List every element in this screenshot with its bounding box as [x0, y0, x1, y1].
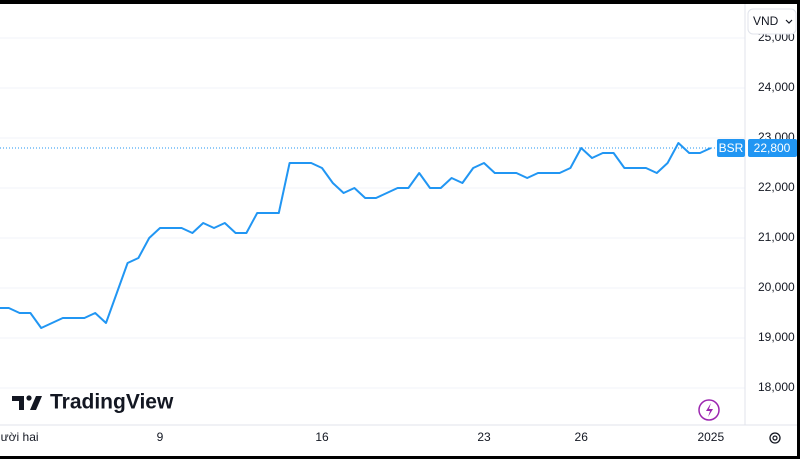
- lightning-icon[interactable]: [698, 399, 720, 421]
- x-tick-label: 16: [315, 430, 329, 444]
- x-tick-label: 26: [575, 430, 589, 444]
- symbol-tag: [717, 139, 745, 157]
- settings-icon[interactable]: [769, 432, 781, 444]
- y-tick-label: 18,000: [758, 380, 795, 394]
- price-label: 22,800: [754, 141, 791, 155]
- plot-area: [0, 37, 745, 389]
- y-tick-label: 24,000: [758, 80, 795, 94]
- y-tick-label: 22,000: [758, 180, 795, 194]
- price-tag: [748, 139, 797, 157]
- y-tick-label: 19,000: [758, 330, 795, 344]
- price-line: [0, 142, 712, 329]
- symbol-label: BSR: [719, 141, 744, 155]
- currency[interactable]: VND: [753, 14, 779, 28]
- y-tick-label: 21,000: [758, 230, 795, 244]
- brand: TradingView: [50, 391, 174, 414]
- x-tick-label: 2025: [697, 430, 724, 444]
- x-tick-label: 23: [477, 430, 491, 444]
- x-tick-label: 9: [157, 430, 164, 444]
- currency-button[interactable]: VND: [747, 8, 797, 35]
- background: [0, 4, 797, 456]
- y-tick-label: 20,000: [758, 280, 795, 294]
- x-tick-label: ười hai: [1, 430, 39, 444]
- logo: TradingView: [12, 391, 174, 414]
